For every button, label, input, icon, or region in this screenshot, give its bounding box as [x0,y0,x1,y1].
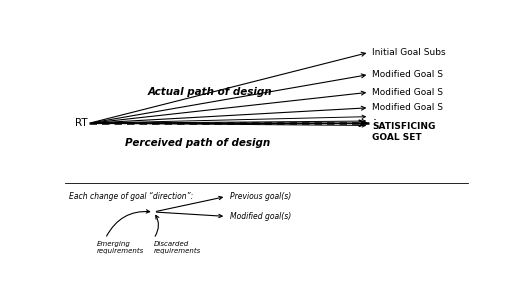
Text: .: . [372,119,376,132]
Text: Perceived path of design: Perceived path of design [125,138,270,148]
Text: .: . [372,115,376,128]
Text: Modified goal(s): Modified goal(s) [230,212,292,221]
Text: Initial Goal Subs: Initial Goal Subs [372,48,446,57]
Text: RT: RT [74,118,87,128]
Text: Emerging
requirements: Emerging requirements [97,241,145,254]
Text: Modified Goal S: Modified Goal S [372,103,444,112]
Text: .: . [372,110,376,123]
Text: Discarded
requirements: Discarded requirements [154,241,201,254]
Text: Actual path of design: Actual path of design [148,87,272,97]
Text: Each change of goal “direction”:: Each change of goal “direction”: [69,192,193,201]
Text: Previous goal(s): Previous goal(s) [230,192,292,201]
Text: Modified Goal S: Modified Goal S [372,70,444,79]
Text: SATISFICING
GOAL SET: SATISFICING GOAL SET [372,122,436,142]
Text: Modified Goal S: Modified Goal S [372,88,444,97]
